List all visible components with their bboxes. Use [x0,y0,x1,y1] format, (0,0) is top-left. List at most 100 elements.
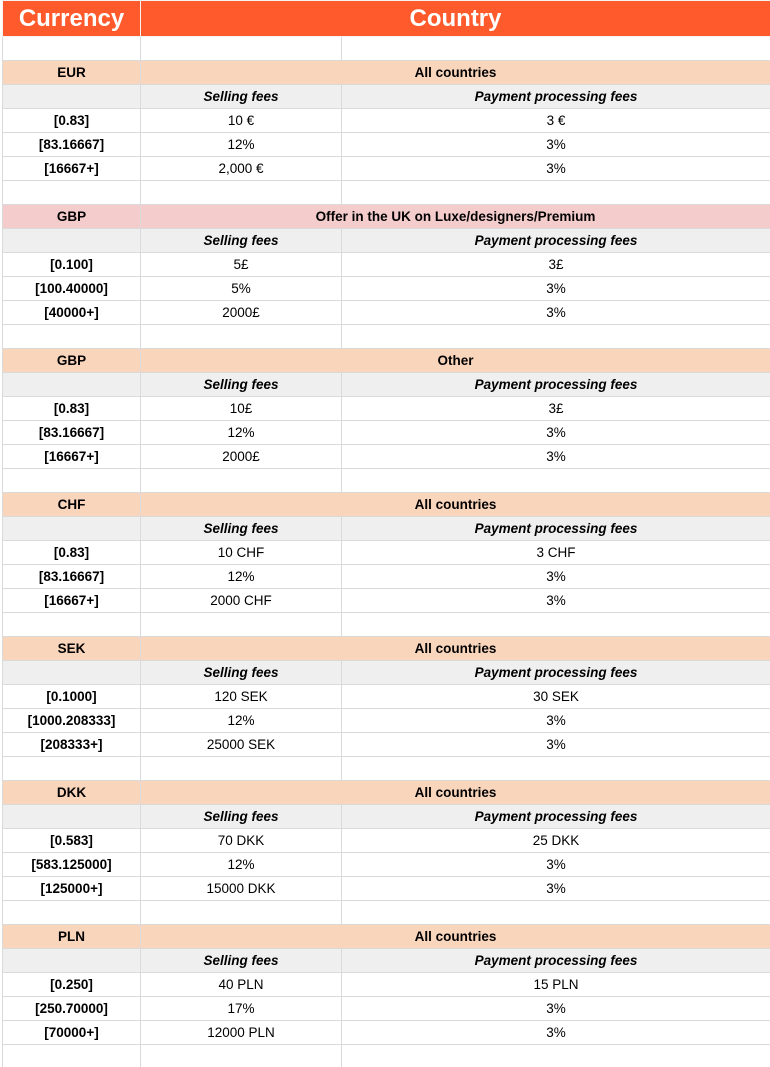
empty-cell[interactable] [140,324,342,349]
selling-fees-header[interactable]: Selling fees [140,948,342,973]
price-range-cell[interactable]: [208333+] [2,732,141,757]
payment-fee-cell[interactable]: 3 CHF [341,540,770,565]
payment-fees-header[interactable]: Payment processing fees [341,372,770,397]
empty-cell[interactable] [2,804,141,829]
payment-fees-header[interactable]: Payment processing fees [341,948,770,973]
selling-fees-header[interactable]: Selling fees [140,660,342,685]
payment-fee-cell[interactable]: 15 PLN [341,972,770,997]
empty-cell[interactable] [2,612,141,637]
price-range-cell[interactable]: [0.83] [2,396,141,421]
currency-cell[interactable]: EUR [2,60,141,85]
payment-fee-cell[interactable]: 30 SEK [341,684,770,709]
empty-cell[interactable] [140,1044,342,1067]
payment-fee-cell[interactable]: 3% [341,132,770,157]
price-range-cell[interactable]: [1000.208333] [2,708,141,733]
empty-cell[interactable] [2,324,141,349]
selling-fees-header[interactable]: Selling fees [140,228,342,253]
selling-fee-cell[interactable]: 2000£ [140,300,342,325]
selling-fee-cell[interactable]: 12000 PLN [140,1020,342,1045]
price-range-cell[interactable]: [0.250] [2,972,141,997]
price-range-cell[interactable]: [40000+] [2,300,141,325]
currency-cell[interactable]: CHF [2,492,141,517]
country-header[interactable]: Country [140,0,770,37]
country-cell[interactable]: All countries [140,636,770,661]
empty-cell[interactable] [2,372,141,397]
payment-fee-cell[interactable]: 3% [341,708,770,733]
empty-cell[interactable] [2,84,141,109]
payment-fee-cell[interactable]: 3% [341,276,770,301]
country-cell[interactable]: All countries [140,924,770,949]
payment-fees-header[interactable]: Payment processing fees [341,660,770,685]
payment-fee-cell[interactable]: 3% [341,876,770,901]
selling-fee-cell[interactable]: 10 € [140,108,342,133]
price-range-cell[interactable]: [0.583] [2,828,141,853]
currency-header[interactable]: Currency [2,0,141,37]
selling-fee-cell[interactable]: 2,000 € [140,156,342,181]
price-range-cell[interactable]: [83.16667] [2,420,141,445]
empty-cell[interactable] [341,180,770,205]
country-cell[interactable]: All countries [140,60,770,85]
empty-cell[interactable] [341,1044,770,1067]
empty-cell[interactable] [140,900,342,925]
empty-cell[interactable] [140,36,342,61]
payment-fees-header[interactable]: Payment processing fees [341,84,770,109]
selling-fee-cell[interactable]: 25000 SEK [140,732,342,757]
empty-cell[interactable] [2,180,141,205]
payment-fee-cell[interactable]: 3% [341,156,770,181]
empty-cell[interactable] [341,468,770,493]
selling-fees-header[interactable]: Selling fees [140,516,342,541]
payment-fee-cell[interactable]: 3% [341,420,770,445]
payment-fees-header[interactable]: Payment processing fees [341,804,770,829]
price-range-cell[interactable]: [16667+] [2,156,141,181]
empty-cell[interactable] [341,900,770,925]
selling-fee-cell[interactable]: 10£ [140,396,342,421]
country-cell[interactable]: All countries [140,780,770,805]
payment-fee-cell[interactable]: 3% [341,732,770,757]
currency-cell[interactable]: PLN [2,924,141,949]
empty-cell[interactable] [2,900,141,925]
payment-fee-cell[interactable]: 3% [341,588,770,613]
payment-fee-cell[interactable]: 3% [341,996,770,1021]
currency-cell[interactable]: GBP [2,204,141,229]
empty-cell[interactable] [140,612,342,637]
empty-cell[interactable] [140,756,342,781]
selling-fee-cell[interactable]: 2000 CHF [140,588,342,613]
price-range-cell[interactable]: [16667+] [2,588,141,613]
empty-cell[interactable] [341,36,770,61]
empty-cell[interactable] [2,516,141,541]
price-range-cell[interactable]: [125000+] [2,876,141,901]
empty-cell[interactable] [2,756,141,781]
empty-cell[interactable] [140,180,342,205]
empty-cell[interactable] [2,1044,141,1067]
payment-fee-cell[interactable]: 3 € [341,108,770,133]
country-cell[interactable]: Other [140,348,770,373]
price-range-cell[interactable]: [70000+] [2,1020,141,1045]
payment-fee-cell[interactable]: 3£ [341,396,770,421]
selling-fees-header[interactable]: Selling fees [140,84,342,109]
empty-cell[interactable] [2,36,141,61]
selling-fee-cell[interactable]: 12% [140,132,342,157]
price-range-cell[interactable]: [250.70000] [2,996,141,1021]
selling-fee-cell[interactable]: 2000£ [140,444,342,469]
selling-fee-cell[interactable]: 12% [140,708,342,733]
payment-fees-header[interactable]: Payment processing fees [341,516,770,541]
empty-cell[interactable] [2,468,141,493]
country-cell[interactable]: Offer in the UK on Luxe/designers/Premiu… [140,204,770,229]
selling-fee-cell[interactable]: 12% [140,420,342,445]
payment-fee-cell[interactable]: 3% [341,300,770,325]
price-range-cell[interactable]: [16667+] [2,444,141,469]
payment-fee-cell[interactable]: 3% [341,1020,770,1045]
selling-fees-header[interactable]: Selling fees [140,372,342,397]
selling-fee-cell[interactable]: 120 SEK [140,684,342,709]
price-range-cell[interactable]: [83.16667] [2,132,141,157]
selling-fee-cell[interactable]: 17% [140,996,342,1021]
currency-cell[interactable]: DKK [2,780,141,805]
payment-fees-header[interactable]: Payment processing fees [341,228,770,253]
payment-fee-cell[interactable]: 25 DKK [341,828,770,853]
currency-cell[interactable]: SEK [2,636,141,661]
price-range-cell[interactable]: [83.16667] [2,564,141,589]
payment-fee-cell[interactable]: 3£ [341,252,770,277]
payment-fee-cell[interactable]: 3% [341,564,770,589]
price-range-cell[interactable]: [0.83] [2,540,141,565]
price-range-cell[interactable]: [0.83] [2,108,141,133]
